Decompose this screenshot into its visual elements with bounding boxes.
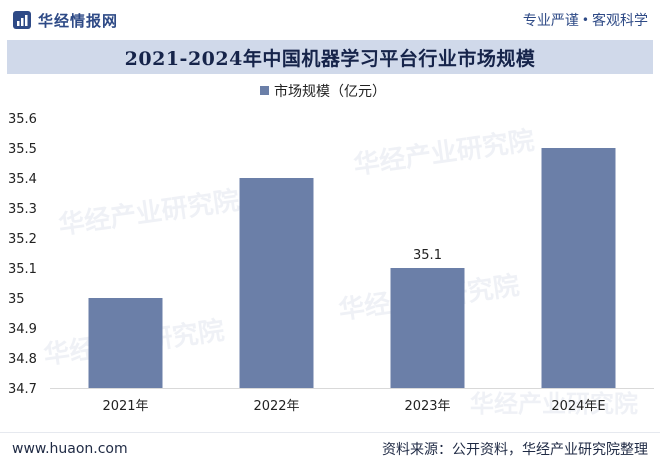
footer-source: 资料来源：公开资料，华经产业研究院整理	[382, 442, 648, 458]
footer-url[interactable]: www.huaon.com	[12, 441, 128, 457]
footer: www.huaon.com 资料来源：公开资料，华经产业研究院整理	[0, 432, 660, 465]
data-labels: 35.1	[413, 248, 442, 263]
brand-name: 华经情报网	[38, 11, 119, 30]
legend-label: 市场规模（亿元）	[274, 83, 386, 100]
slogan-right: 客观科学	[592, 13, 648, 29]
x-axis-ticks: 2021年 2022年 2023年 2024年E	[102, 399, 605, 414]
watermark-5: 华经产业研究院	[470, 390, 638, 418]
y-tick-label: 35.1	[8, 262, 37, 277]
bars	[88, 148, 616, 388]
bar	[239, 178, 314, 388]
slogan: 专业严谨 • 客观科学	[523, 10, 648, 30]
x-tick-label: 2021年	[102, 399, 148, 414]
y-tick-label: 35.6	[8, 112, 37, 127]
y-tick-label: 35.5	[8, 142, 37, 157]
slogan-dot: •	[581, 13, 589, 27]
bar	[88, 298, 163, 388]
y-tick-label: 34.8	[8, 352, 37, 367]
logo-icon	[13, 11, 31, 29]
legend-swatch	[260, 86, 269, 95]
brand[interactable]: 华经情报网	[12, 10, 118, 31]
bar-chart: 华经产业研究院 华经产业研究院 华经产业研究院 华经产业研究院 华经产业研究院 …	[8, 83, 654, 418]
x-tick-label: 2022年	[253, 399, 299, 414]
slogan-left: 专业严谨	[522, 13, 579, 29]
y-tick-label: 35.4	[8, 172, 37, 187]
legend: 市场规模（亿元）	[260, 83, 386, 100]
data-label: 35.1	[413, 248, 442, 263]
y-tick-label: 34.9	[8, 322, 37, 337]
bar	[541, 148, 616, 388]
y-tick-label: 35.3	[8, 202, 37, 217]
chart-title: 2021-2024年中国机器学习平台行业市场规模	[124, 47, 536, 70]
y-tick-label: 34.7	[8, 382, 37, 397]
watermark-1: 华经产业研究院	[352, 125, 537, 181]
y-axis-ticks: 35.6 35.5 35.4 35.3 35.2 35.1 35 34.9 34.8 34.7	[8, 112, 37, 397]
y-tick-label: 35	[8, 292, 25, 307]
y-tick-label: 35.2	[8, 232, 37, 247]
bar	[390, 268, 465, 388]
x-tick-label: 2024年E	[551, 399, 605, 414]
watermark-2: 华经产业研究院	[57, 185, 242, 241]
chart-title-bar: 2021-2024年中国机器学习平台行业市场规模	[7, 40, 653, 74]
x-tick-label: 2023年	[404, 399, 450, 414]
header: 华经情报网 专业严谨 • 客观科学	[0, 0, 660, 40]
chart-area: 华经产业研究院 华经产业研究院 华经产业研究院 华经产业研究院 华经产业研究院 …	[0, 74, 660, 434]
